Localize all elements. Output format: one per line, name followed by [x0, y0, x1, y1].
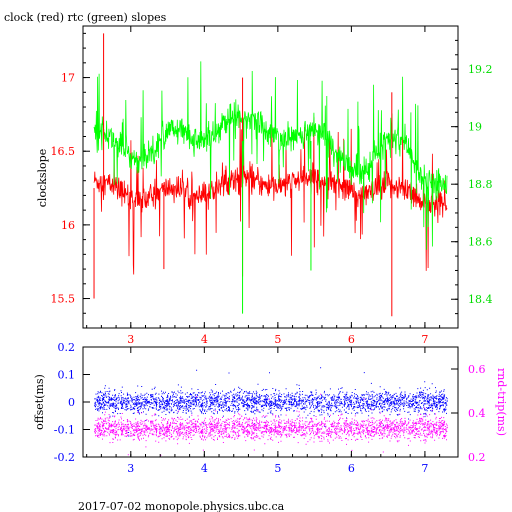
bottom-series-group — [94, 367, 448, 456]
top-axis-ticks: 3 4 5 6 7 15.5 16 16.5 17 18.4 18.6 18.8 19 19.2 — [51, 26, 493, 346]
bottom-panel: 3 4 5 6 7 0.2 0.1 0 -0.1 -0.2 0.6 0.4 0.2 offset(ms)… — [33, 341, 508, 475]
top-x-tick-label: 7 — [421, 333, 428, 346]
top-panel: 3 4 5 6 7 15.5 16 16.5 17 18.4 18.6 18.8 19 19.2 cloc… — [36, 25, 493, 346]
top-left-tick-label: 16 — [61, 219, 75, 232]
top-x-tick-label: 5 — [274, 333, 281, 346]
bottom-right-tick-label: 0.4 — [468, 407, 486, 420]
top-right-tick-label: 18.4 — [468, 293, 493, 306]
bottom-left-tick-label: -0.1 — [54, 424, 75, 437]
bottom-y-axis-label-left: offset(ms) — [33, 374, 46, 430]
top-left-tick-label: 17 — [61, 72, 75, 85]
top-y-axis-label: clockslope — [36, 149, 49, 207]
top-right-tick-label: 19 — [468, 121, 482, 134]
bottom-y-axis-label-right: rnd-trip(ms) — [495, 368, 508, 436]
top-right-tick-label: 18.8 — [468, 178, 493, 191]
bottom-axis-ticks: 3 4 5 6 7 0.2 0.1 0 -0.1 -0.2 0.6 0.4 0.2 — [54, 341, 486, 475]
top-series-group — [93, 33, 448, 317]
series-line-clock — [93, 114, 448, 275]
scatter-points-offset — [94, 367, 448, 437]
top-plot-frame — [82, 25, 459, 329]
bottom-x-tick-label: 5 — [274, 462, 281, 475]
top-x-tick-label: 4 — [201, 333, 208, 346]
scatter-points-rnd-trip — [94, 393, 448, 456]
chart-title: clock (red) rtc (green) slopes — [4, 11, 167, 24]
footer-text: 2017-07-02 monopole.physics.ubc.ca — [78, 500, 285, 512]
bottom-x-tick-label: 6 — [348, 462, 355, 475]
bottom-x-tick-label: 7 — [421, 462, 428, 475]
bottom-x-tick-label: 3 — [127, 462, 134, 475]
bottom-x-tick-label: 4 — [201, 462, 208, 475]
top-x-tick-label: 6 — [348, 333, 355, 346]
bottom-left-tick-label: -0.2 — [54, 451, 75, 464]
top-right-tick-label: 18.6 — [468, 236, 493, 249]
bottom-right-tick-label: 0.2 — [468, 451, 486, 464]
top-left-tick-label: 16.5 — [51, 145, 76, 158]
bottom-left-tick-label: 0.1 — [58, 369, 76, 382]
top-left-tick-label: 15.5 — [51, 293, 76, 306]
series-line-rtc — [93, 61, 448, 250]
top-right-tick-label: 19.2 — [468, 63, 493, 76]
top-x-tick-label: 3 — [127, 333, 134, 346]
bottom-left-tick-label: 0 — [68, 396, 75, 409]
bottom-right-tick-label: 0.6 — [468, 363, 486, 376]
bottom-left-tick-label: 0.2 — [58, 341, 76, 354]
